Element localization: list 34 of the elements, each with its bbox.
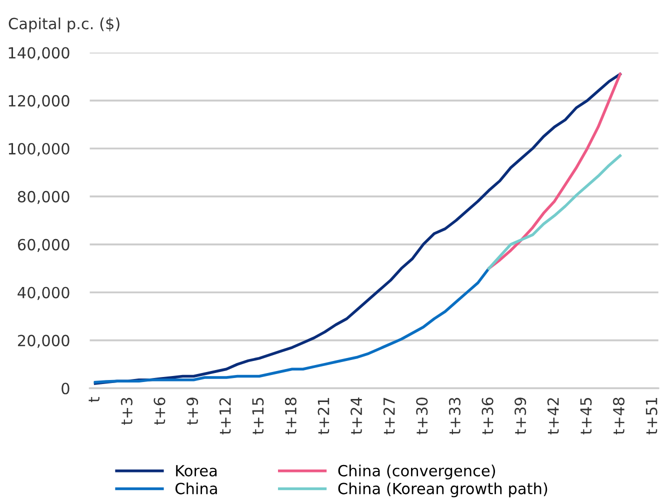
x-tick-label: t — [88, 396, 100, 402]
y-tick-label: 0 — [62, 382, 70, 394]
x-tick-label: t+15 — [252, 398, 264, 434]
x-tick-label: t+3 — [120, 398, 132, 425]
x-tick-label: t+36 — [482, 398, 494, 434]
x-tick-label: t+24 — [350, 397, 362, 434]
line-series — [487, 154, 622, 270]
legend-label: Korea — [176, 465, 217, 476]
x-tick-label: t+48 — [612, 398, 625, 434]
y-tick-label: 40,000 — [18, 286, 70, 300]
legend-label: China (convergence) — [338, 464, 495, 480]
y-tick-label: 20,000 — [18, 334, 70, 348]
x-tick-label: t+6 — [154, 398, 166, 425]
x-tick-label: t+27 — [383, 398, 395, 434]
x-tick-label: t+42 — [547, 398, 559, 434]
y-tick-label: 100,000 — [8, 142, 70, 156]
legend-label: China (Korean growth path) — [338, 482, 548, 498]
y-tick-label: 140,000 — [8, 47, 70, 60]
line-series — [487, 72, 622, 270]
legend-label: China — [175, 482, 217, 494]
line-series — [94, 267, 490, 384]
x-tick-label: t+39 — [514, 398, 526, 434]
x-tick-label: t+9 — [186, 398, 198, 425]
x-tick-label: t+21 — [318, 398, 330, 434]
x-tick-label: t+12 — [219, 398, 231, 434]
y-tick-label: 80,000 — [18, 190, 70, 204]
y-tick-label: 60,000 — [18, 238, 70, 252]
x-tick-label: t+45 — [580, 398, 592, 434]
y-tick-label: 120,000 — [8, 95, 70, 108]
x-tick-label: t+18 — [284, 398, 296, 434]
x-tick-label: t+33 — [448, 398, 460, 434]
x-tick-label: t+30 — [416, 398, 428, 434]
y-axis-title: Capital p.c. ($) — [8, 18, 120, 32]
x-tick-label: t+51 — [646, 398, 658, 434]
